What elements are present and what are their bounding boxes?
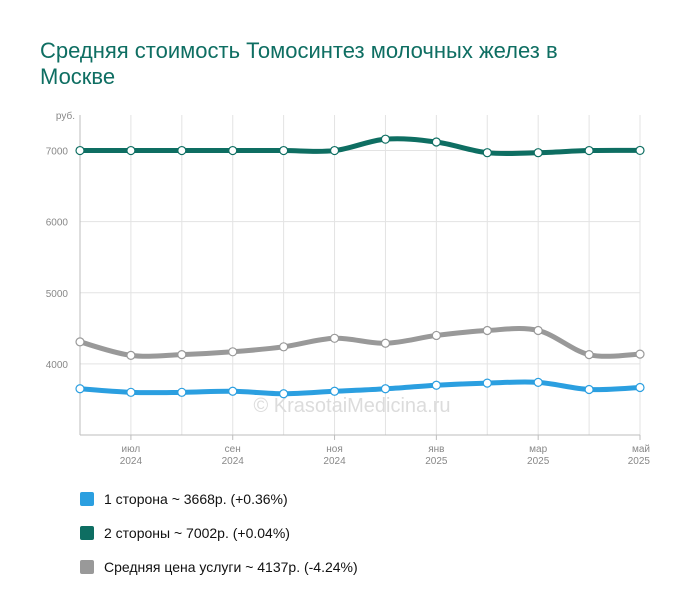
data-point xyxy=(431,137,441,147)
x-tick-label: сен xyxy=(225,444,241,455)
data-point xyxy=(279,145,289,156)
data-point xyxy=(482,325,492,336)
legend-swatch xyxy=(80,526,94,540)
data-point xyxy=(228,347,238,357)
data-point xyxy=(635,145,645,156)
data-point xyxy=(635,349,645,359)
x-tick-label: ноя xyxy=(326,444,343,455)
legend-item-1-side[interactable]: 1 сторона ~ 3668р. (+0.36%) xyxy=(80,482,358,516)
x-tick-label: июл xyxy=(122,444,141,455)
data-point xyxy=(584,145,594,156)
data-point xyxy=(126,145,136,156)
legend: 1 сторона ~ 3668р. (+0.36%) 2 стороны ~ … xyxy=(80,482,358,584)
data-point xyxy=(635,382,645,393)
legend-label: 2 стороны ~ 7002р. (+0.04%) xyxy=(104,525,290,541)
legend-item-2-sides[interactable]: 2 стороны ~ 7002р. (+0.04%) xyxy=(80,516,358,550)
x-tick-label: май xyxy=(632,444,650,455)
data-point xyxy=(431,380,441,390)
data-point xyxy=(75,384,85,394)
x-tick-year-label: 2024 xyxy=(120,456,143,467)
data-point xyxy=(126,387,136,397)
data-point xyxy=(75,145,85,156)
data-point xyxy=(533,148,543,158)
x-tick-year-label: 2025 xyxy=(527,456,550,467)
chart-title: Средняя стоимость Томосинтез молочных же… xyxy=(40,38,558,89)
x-tick-label: янв xyxy=(428,444,444,455)
data-point xyxy=(431,330,441,341)
data-point xyxy=(279,389,289,399)
data-point xyxy=(279,342,289,352)
legend-item-average[interactable]: Средняя цена услуги ~ 4137р. (-4.24%) xyxy=(80,550,358,584)
data-point xyxy=(380,338,391,348)
data-point xyxy=(177,145,187,156)
x-tick-label: мар xyxy=(529,444,547,455)
data-point xyxy=(584,350,594,360)
data-point xyxy=(584,384,594,395)
y-tick-label: 7000 xyxy=(46,147,69,158)
y-tick-label: 5000 xyxy=(46,289,69,300)
legend-label: Средняя цена услуги ~ 4137р. (-4.24%) xyxy=(104,559,358,575)
data-point xyxy=(126,350,136,360)
x-tick-year-label: 2025 xyxy=(425,456,448,467)
data-point xyxy=(329,386,340,396)
y-tick-label: 6000 xyxy=(46,218,69,229)
data-point xyxy=(329,333,340,343)
series-line xyxy=(77,136,643,157)
legend-swatch xyxy=(80,560,94,574)
data-point xyxy=(482,378,492,388)
data-point xyxy=(380,134,391,144)
data-point xyxy=(380,384,391,394)
x-tick-year-label: 2024 xyxy=(323,456,346,467)
legend-label: 1 сторона ~ 3668р. (+0.36%) xyxy=(104,491,288,507)
x-tick-year-label: 2025 xyxy=(628,456,651,467)
data-point xyxy=(533,325,543,336)
data-point xyxy=(329,145,340,156)
data-point xyxy=(533,377,543,387)
legend-swatch xyxy=(80,492,94,506)
series-line xyxy=(77,379,643,397)
chart-plot: руб.4000500060007000июл2024сен2024ноя202… xyxy=(46,110,651,467)
data-point xyxy=(228,145,238,156)
series-line xyxy=(77,325,643,359)
y-unit-label: руб. xyxy=(56,110,75,122)
data-point xyxy=(75,337,85,347)
data-point xyxy=(482,148,492,158)
data-point xyxy=(228,386,238,396)
data-point xyxy=(177,350,187,360)
x-tick-year-label: 2024 xyxy=(222,456,245,467)
watermark: © KrasotaiMedicina.ru xyxy=(253,395,450,417)
y-tick-label: 4000 xyxy=(46,360,69,371)
data-point xyxy=(177,387,187,397)
